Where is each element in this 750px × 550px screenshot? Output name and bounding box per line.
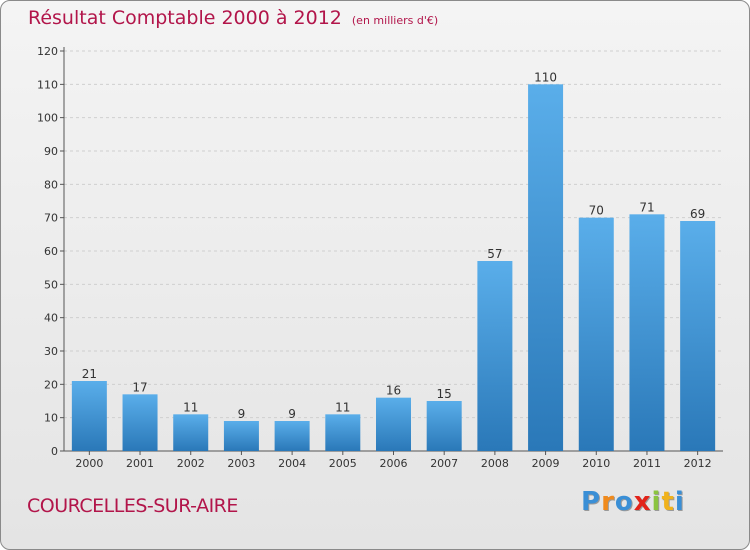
bar-2006 xyxy=(376,397,411,451)
y-tick-label: 120 xyxy=(37,45,58,58)
data-label: 21 xyxy=(82,367,97,381)
y-tick-label: 0 xyxy=(51,445,58,458)
y-tick-label: 50 xyxy=(44,278,58,291)
data-label: 15 xyxy=(437,387,452,401)
commune-name: COURCELLES-SUR-AIRE xyxy=(27,495,238,517)
y-tick-label: 110 xyxy=(37,78,58,91)
data-label: 11 xyxy=(335,400,350,414)
gridlines xyxy=(64,50,723,419)
bar-2004 xyxy=(274,421,310,451)
data-labels: 21 17 11 9 9 11 16 15 57 110 70 71 69 xyxy=(82,70,706,421)
y-tick-label: 70 xyxy=(44,212,58,225)
y-tick-label: 60 xyxy=(44,245,58,258)
x-tick-label: 2000 xyxy=(75,457,103,470)
bar-2001 xyxy=(122,394,158,451)
chart-title-text: Résultat Comptable 2000 à 2012 xyxy=(28,7,342,29)
y-tick-label: 100 xyxy=(37,112,58,125)
y-tick-label: 40 xyxy=(44,312,58,325)
data-label: 9 xyxy=(238,407,246,421)
data-label: 70 xyxy=(589,204,604,218)
y-tick-label: 20 xyxy=(44,378,58,391)
data-label: 71 xyxy=(639,200,654,214)
y-tick-label: 80 xyxy=(44,178,58,191)
x-tick-label: 2011 xyxy=(633,457,661,470)
chart-title: Résultat Comptable 2000 à 2012 (en millie… xyxy=(28,7,438,29)
x-tick-label: 2001 xyxy=(126,457,154,470)
bar-2010 xyxy=(578,217,614,451)
data-label: 69 xyxy=(690,207,705,221)
proxiti-logo: Proxiti xyxy=(581,487,685,517)
logo-letter: x xyxy=(633,487,652,517)
x-tick-label: 2008 xyxy=(481,457,509,470)
bar-2008 xyxy=(477,261,513,451)
x-tick-label: 2004 xyxy=(278,457,306,470)
x-tick-label: 2002 xyxy=(177,457,205,470)
logo-letter: P xyxy=(581,487,602,517)
x-tick-label: 2003 xyxy=(227,457,255,470)
data-label: 110 xyxy=(534,70,557,84)
data-label: 57 xyxy=(487,247,502,261)
bar-2007 xyxy=(426,401,462,451)
y-tick-label: 10 xyxy=(44,412,58,425)
x-tick-label: 2009 xyxy=(532,457,560,470)
data-label: 11 xyxy=(183,400,198,414)
bar-2011 xyxy=(629,214,665,451)
logo-letter: i xyxy=(651,487,662,517)
bar-2003 xyxy=(223,421,259,451)
logo-letter: r xyxy=(601,487,615,517)
chart-subtitle: (en milliers d'€) xyxy=(351,14,439,27)
bars xyxy=(71,84,716,451)
bar-2005 xyxy=(325,414,361,451)
x-tick-label: 2007 xyxy=(430,457,458,470)
x-tick-label: 2012 xyxy=(684,457,712,470)
x-tick-label: 2005 xyxy=(329,457,357,470)
data-label: 9 xyxy=(288,407,296,421)
bar-2002 xyxy=(173,414,209,451)
logo-letter: t xyxy=(661,487,675,517)
data-label: 16 xyxy=(386,384,401,398)
axes: 0 10 20 30 40 50 60 70 80 90 100 110 120 2000 2001 2002… xyxy=(37,45,723,470)
logo-letter: i xyxy=(674,487,685,517)
bar-2009 xyxy=(528,84,564,451)
x-tick-label: 2010 xyxy=(582,457,610,470)
bar-2012 xyxy=(680,221,716,451)
bar-2000 xyxy=(71,381,107,451)
x-tick-label: 2006 xyxy=(380,457,408,470)
y-tick-label: 30 xyxy=(44,345,58,358)
data-label: 17 xyxy=(132,380,147,394)
logo-letter: o xyxy=(614,487,634,517)
y-tick-label: 90 xyxy=(44,145,58,158)
